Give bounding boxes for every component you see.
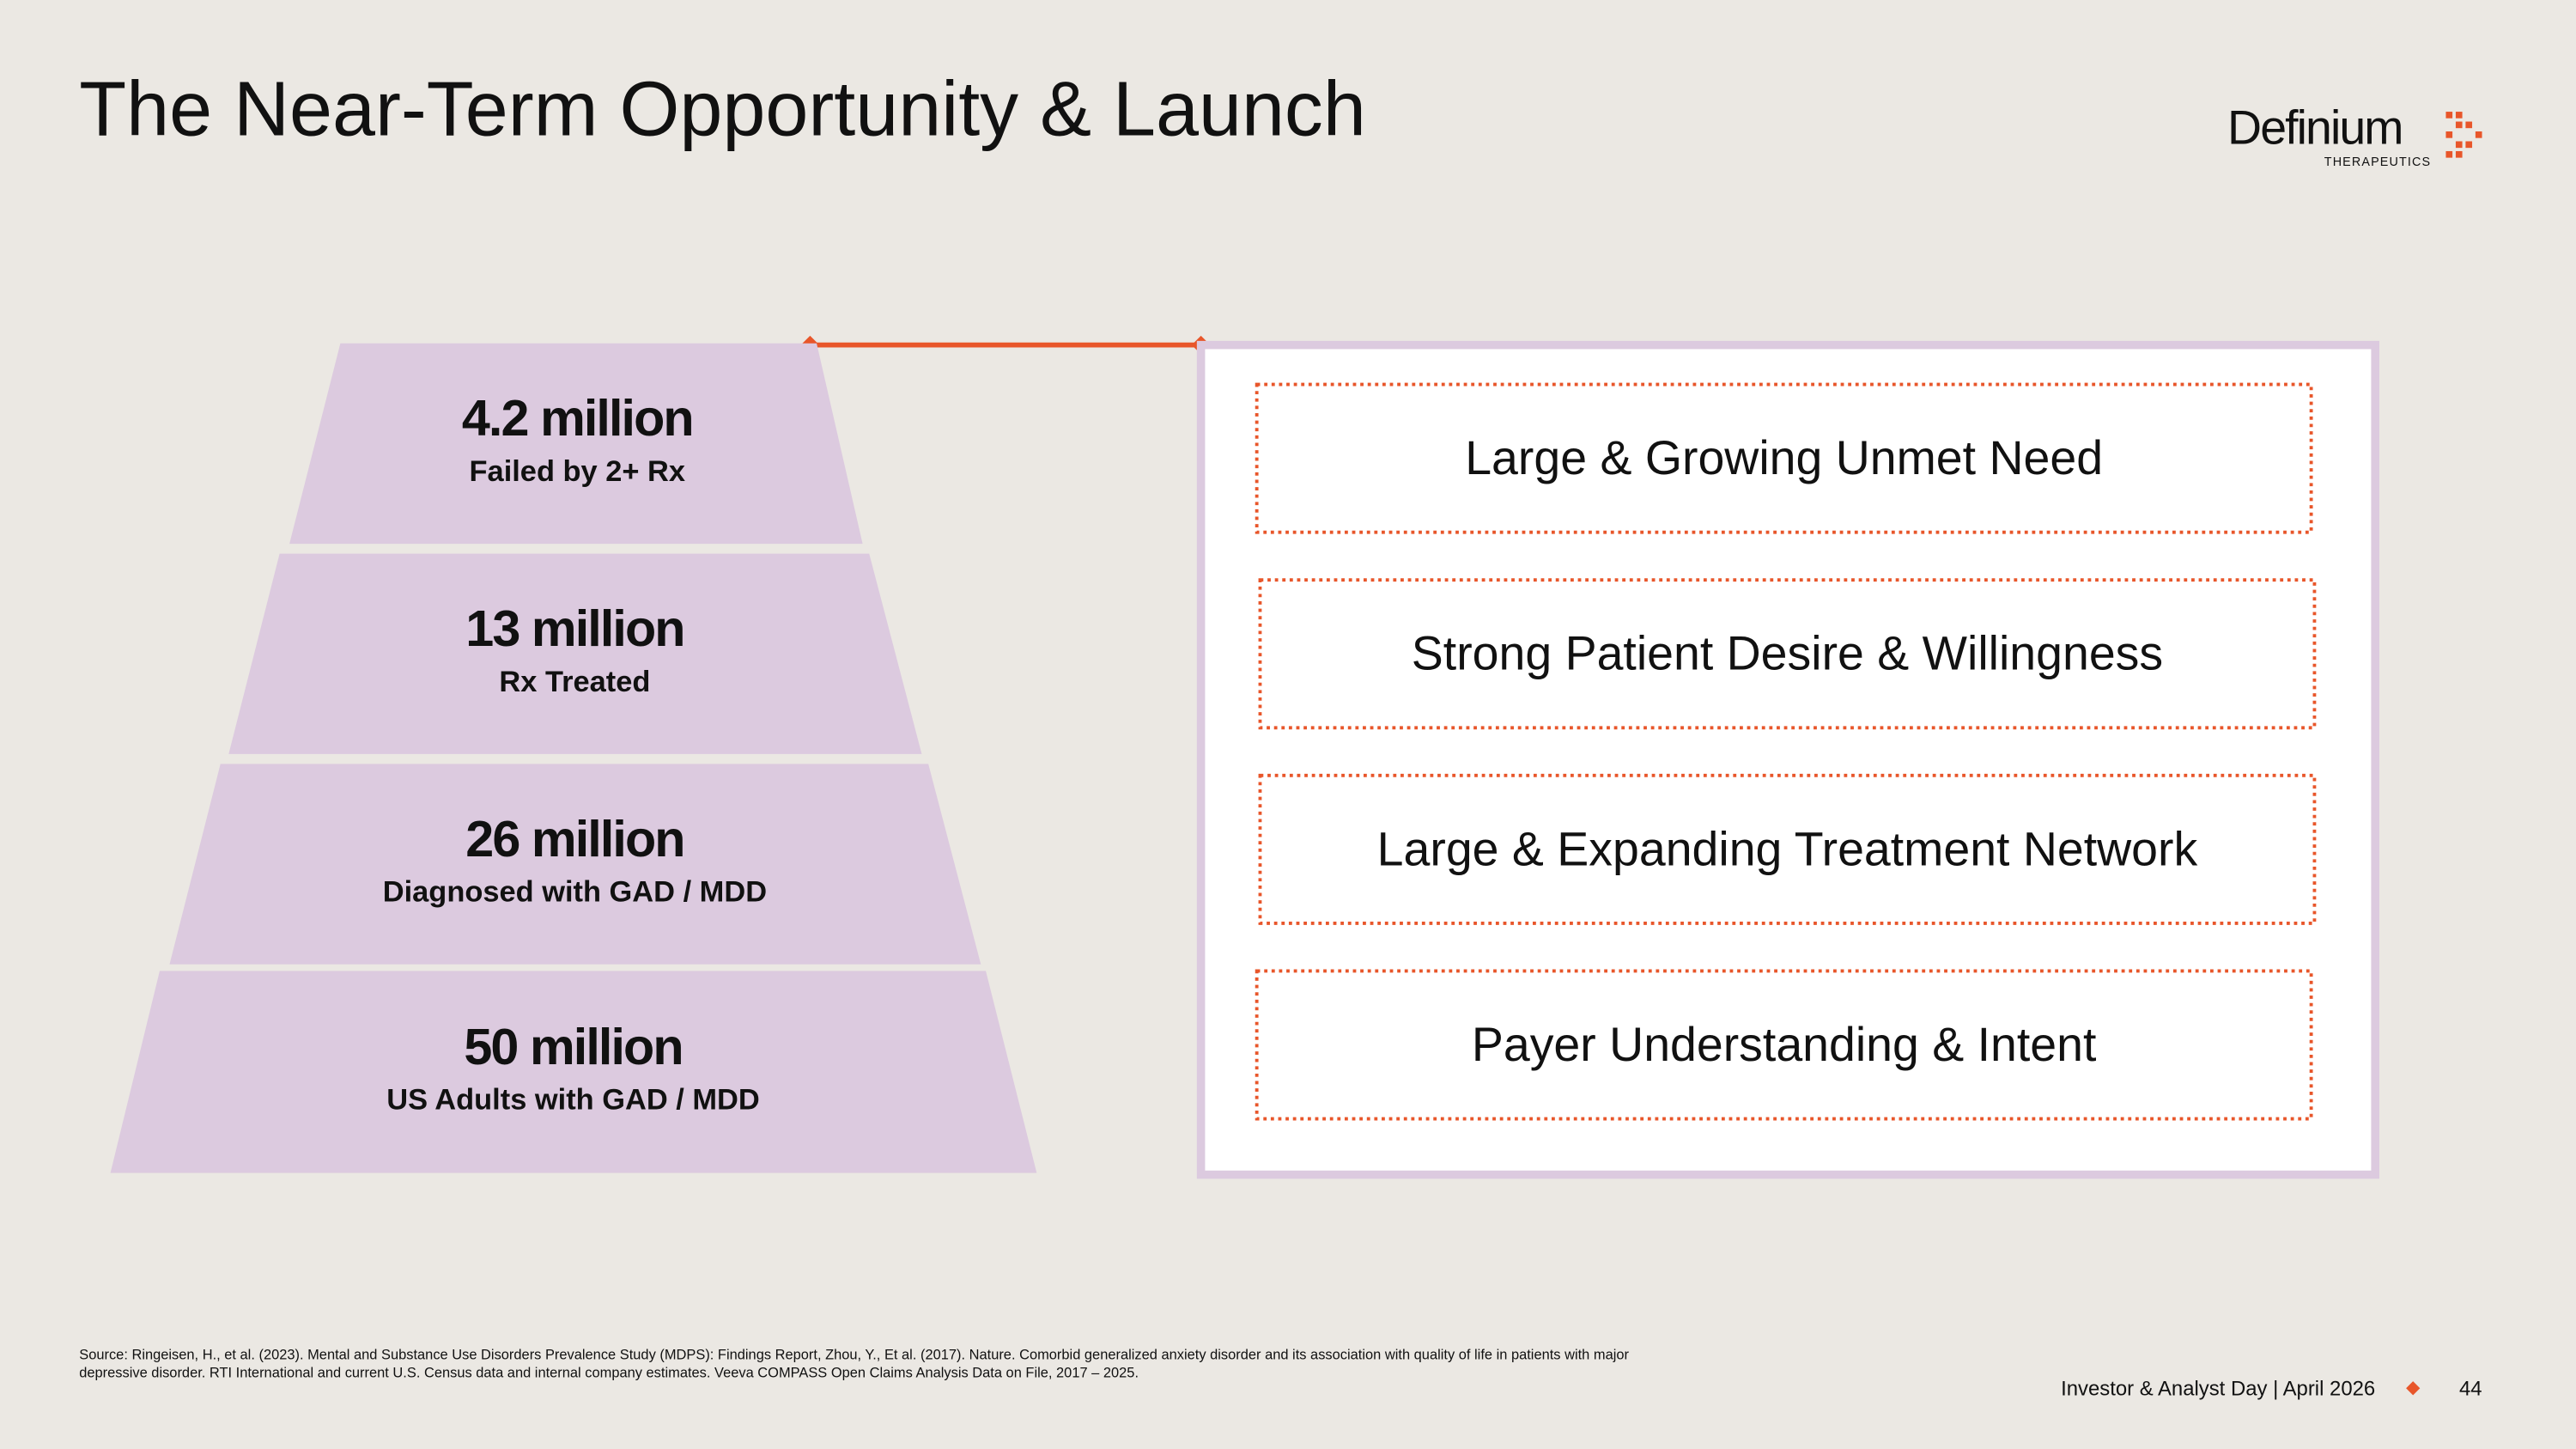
pillar-label: Payer Understanding & Intent [1472, 1018, 2097, 1071]
funnel-label: Diagnosed with GAD / MDD [383, 876, 767, 909]
funnel-label: Rx Treated [499, 666, 650, 698]
footer-event: Investor & Analyst Day | April 2026 [2061, 1377, 2375, 1400]
source-line: depressive disorder. RTI International a… [79, 1365, 1139, 1380]
funnel-tier [289, 343, 863, 545]
funnel-value: 13 million [465, 600, 683, 657]
footer-page: 44 [2459, 1377, 2482, 1400]
pillar-label: Large & Growing Unmet Need [1465, 431, 2103, 484]
funnel-tier [110, 971, 1037, 1173]
logo-icon [2445, 112, 2482, 158]
pillar-box [1255, 969, 2313, 1121]
funnel-tier [228, 553, 922, 754]
pillar-box [1258, 773, 2317, 925]
logo-name: Definium [2227, 101, 2403, 155]
funnel-tier [169, 764, 981, 965]
slide-title: The Near-Term Opportunity & Launch [79, 67, 1366, 153]
funnel-value: 26 million [465, 810, 683, 868]
pillar-box [1255, 382, 2313, 534]
pillar-label: Strong Patient Desire & Willingness [1412, 627, 2163, 680]
funnel-label: US Adults with GAD / MDD [386, 1084, 760, 1117]
pillar-label: Large & Expanding Treatment Network [1377, 822, 2198, 875]
source-line: Source: Ringeisen, H., et al. (2023). Me… [79, 1347, 1629, 1362]
logo-subtitle: THERAPEUTICS [2324, 155, 2431, 169]
funnel-label: Failed by 2+ Rx [470, 455, 685, 488]
funnel-value: 50 million [464, 1018, 682, 1075]
footer-diamond [2406, 1381, 2421, 1396]
funnel-value: 4.2 million [462, 389, 693, 447]
pillar-box [1258, 578, 2317, 730]
